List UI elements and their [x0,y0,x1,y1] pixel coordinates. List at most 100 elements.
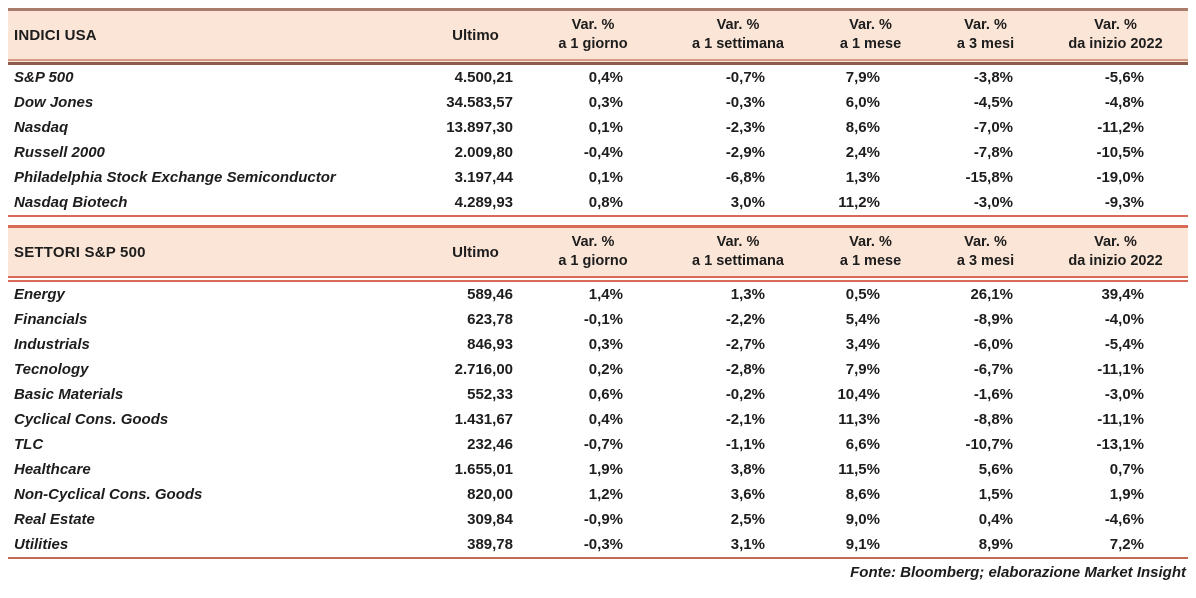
var-ytd-value: -5,6% [1104,69,1144,86]
ultimo-column-header: Ultimo [452,26,499,44]
var-3month-column-header: Var. % a 3 mesi [928,228,1043,276]
period-label: a 3 mesi [956,36,1015,52]
table-row: Dow Jones 34.583,57 0,3% -0,3% 6,0% -4,5… [8,90,1188,115]
ultimo-value: 2.716,00 [454,361,513,378]
var-1week-value: 3,1% [730,536,765,553]
table-row: Cyclical Cons. Goods 1.431,67 0,4% -2,1%… [8,407,1188,432]
table-title: SETTORI S&P 500 [14,243,146,261]
ultimo-value: 589,46 [467,286,513,303]
row-label: Industrials [14,336,90,353]
var-1week-value: -2,2% [725,311,765,328]
header-rule-bottom [8,280,1188,282]
ultimo-value: 4.500,21 [454,69,513,86]
var-1month-value: 0,5% [845,286,880,303]
ultimo-value: 389,78 [467,536,513,553]
var-3month-value: -6,7% [973,361,1013,378]
var-1week-value: -2,7% [725,336,765,353]
var-3month-value: 8,9% [978,536,1013,553]
var-label: Var. % [964,234,1007,250]
period-label: a 1 mese [839,253,902,269]
table1-bottom-rule [8,215,1188,217]
ultimo-value: 846,93 [467,336,513,353]
var-3month-value: -8,8% [973,411,1013,428]
var-1day-column-header: Var. % a 1 giorno [523,228,663,276]
var-1month-value: 6,6% [845,436,880,453]
table-row: Basic Materials 552,33 0,6% -0,2% 10,4% … [8,382,1188,407]
var-3month-value: 26,1% [970,286,1013,303]
var-1week-value: 3,6% [730,486,765,503]
var-1week-column-header: Var. % a 1 settimana [663,11,813,59]
var-1month-value: 5,4% [845,311,880,328]
ultimo-value: 2.009,80 [454,144,513,161]
var-1month-column-header: Var. % a 1 mese [813,228,928,276]
var-1day-column-header: Var. % a 1 giorno [523,11,663,59]
header-rule-dark [8,62,1188,65]
var-1day-value: 0,3% [588,94,623,111]
table-row: Tecnology 2.716,00 0,2% -2,8% 7,9% -6,7%… [8,357,1188,382]
var-label: Var. % [571,234,615,250]
var-1month-value: 10,4% [837,386,880,403]
var-1month-value: 7,9% [845,361,880,378]
var-ytd-value: 0,7% [1109,461,1144,478]
period-label: a 1 giorno [558,253,628,269]
var-ytd-column-header: Var. % da inizio 2022 [1043,11,1188,59]
var-1week-value: 2,5% [730,511,765,528]
table-row: Philadelphia Stock Exchange Semiconducto… [8,165,1188,190]
section-gap [8,217,1188,225]
var-1day-value: 0,4% [588,411,623,428]
var-1day-value: -0,3% [583,536,623,553]
var-ytd-value: -11,2% [1097,119,1144,136]
var-1month-value: 8,6% [845,486,880,503]
row-label: Russell 2000 [14,144,105,161]
period-label: a 1 mese [839,36,902,52]
var-1day-value: 0,3% [588,336,623,353]
settori-rows: Energy 589,46 1,4% 1,3% 0,5% 26,1% 39,4%… [8,282,1188,557]
var-1week-value: 1,3% [730,286,765,303]
table-row: Energy 589,46 1,4% 1,3% 0,5% 26,1% 39,4% [8,282,1188,307]
var-ytd-value: 7,2% [1109,536,1144,553]
var-1month-value: 11,2% [838,194,880,211]
row-label: Energy [14,286,65,303]
header-rule-gap [8,61,1188,62]
table2-bottom-rule [8,557,1188,559]
table-row: TLC 232,46 -0,7% -1,1% 6,6% -10,7% -13,1… [8,432,1188,457]
var-ytd-value: -9,3% [1104,194,1144,211]
var-ytd-value: -5,4% [1104,336,1144,353]
var-3month-value: -7,0% [973,119,1013,136]
var-label: Var. % [849,17,892,33]
ultimo-value: 1.655,01 [454,461,513,478]
var-3month-value: 5,6% [978,461,1013,478]
var-3month-value: -7,8% [973,144,1013,161]
var-3month-column-header: Var. % a 3 mesi [928,11,1043,59]
row-label: Tecnology [14,361,89,378]
var-1week-value: -2,3% [725,119,765,136]
row-label: S&P 500 [14,69,74,86]
var-3month-value: 1,5% [978,486,1013,503]
var-1week-value: -2,8% [725,361,765,378]
var-1month-value: 8,6% [845,119,880,136]
var-1day-value: 1,9% [588,461,623,478]
row-label: Nasdaq Biotech [14,194,128,211]
row-label: TLC [14,436,44,453]
var-1week-value: -6,8% [725,169,765,186]
var-3month-value: -10,7% [965,436,1013,453]
var-1day-value: -0,9% [583,511,623,528]
var-1day-value: 1,2% [588,486,623,503]
ultimo-column-header: Ultimo [452,243,499,261]
var-label: Var. % [964,17,1007,33]
var-1month-value: 3,4% [845,336,880,353]
table-row: Nasdaq 13.897,30 0,1% -2,3% 8,6% -7,0% -… [8,115,1188,140]
table-row: Real Estate 309,84 -0,9% 2,5% 9,0% 0,4% … [8,507,1188,532]
ultimo-value: 1.431,67 [454,411,513,428]
var-1day-value: -0,7% [583,436,623,453]
var-1day-value: 1,4% [588,286,623,303]
var-label: Var. % [1094,234,1137,250]
table-row: S&P 500 4.500,21 0,4% -0,7% 7,9% -3,8% -… [8,65,1188,90]
var-label: Var. % [716,234,760,250]
ultimo-value: 232,46 [467,436,513,453]
ultimo-value: 3.197,44 [454,169,513,186]
var-1week-value: 3,8% [730,461,765,478]
var-1day-value: 0,6% [588,386,623,403]
period-label: da inizio 2022 [1068,36,1163,52]
indici-usa-header-band: INDICI USA Ultimo Var. % a 1 giorno Var.… [8,8,1188,59]
